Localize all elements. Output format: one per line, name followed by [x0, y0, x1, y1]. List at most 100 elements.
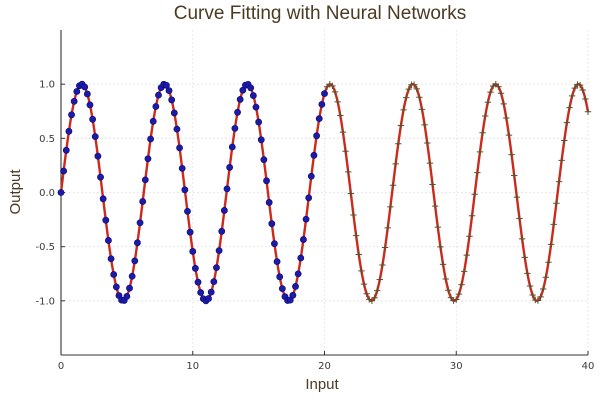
data-point	[128, 272, 136, 280]
data-point	[178, 164, 186, 172]
data-point	[363, 290, 370, 298]
data-point	[60, 167, 68, 175]
data-point	[247, 84, 255, 92]
data-point	[371, 294, 378, 301]
data-point	[260, 156, 268, 164]
data-point	[294, 270, 302, 278]
data-point	[410, 81, 418, 88]
data-point	[453, 296, 460, 303]
data-point	[503, 114, 510, 122]
data-point	[495, 83, 502, 90]
data-point	[97, 173, 104, 181]
data-point	[395, 140, 402, 147]
data-point	[437, 243, 444, 251]
data-point	[392, 160, 399, 168]
grid-layer	[60, 30, 589, 355]
data-point	[213, 264, 220, 272]
data-point	[236, 96, 244, 103]
data-point	[149, 117, 157, 125]
data-point	[518, 235, 526, 243]
data-point	[255, 118, 263, 126]
data-point	[102, 216, 110, 224]
data-point	[289, 291, 297, 299]
data-point	[479, 129, 486, 136]
data-point	[434, 223, 442, 231]
data-point	[471, 191, 478, 198]
data-point	[529, 291, 536, 299]
data-point	[165, 87, 173, 94]
data-point	[302, 215, 310, 223]
ticks-layer: 0 10 20 30 40 -1.0 -0.5 0.0 0.5 1.0	[35, 80, 594, 372]
data-point	[139, 198, 147, 205]
data-point	[463, 251, 470, 259]
y-tick-label: 0.5	[39, 134, 55, 145]
data-point	[584, 108, 592, 115]
data-point	[431, 202, 439, 210]
data-point	[547, 241, 555, 248]
data-point	[334, 98, 341, 106]
x-tick-label: 20	[318, 361, 331, 372]
data-point	[534, 297, 542, 304]
data-point	[402, 94, 410, 101]
data-point	[497, 90, 505, 97]
data-point	[553, 200, 560, 207]
data-point	[460, 268, 468, 275]
data-point	[155, 91, 162, 99]
y-tick-label: -0.5	[35, 242, 55, 253]
data-point	[107, 255, 115, 263]
data-point	[321, 90, 328, 97]
data-point	[170, 109, 178, 117]
data-point	[384, 224, 391, 232]
y-tick-label: 0.0	[39, 188, 55, 199]
data-point	[81, 83, 89, 91]
data-point	[176, 144, 183, 152]
data-point	[215, 247, 223, 255]
data-point	[374, 287, 381, 294]
data-point	[99, 195, 107, 203]
data-point	[579, 86, 586, 94]
data-point	[355, 251, 362, 258]
data-point	[310, 151, 318, 159]
x-tick-label: 0	[58, 361, 64, 372]
data-point	[191, 264, 199, 272]
data-point	[218, 227, 226, 235]
data-point	[186, 228, 194, 236]
chart-title: Curve Fitting with Neural Networks	[174, 3, 466, 24]
data-point	[300, 236, 307, 243]
data-point	[442, 275, 449, 283]
data-point	[379, 261, 386, 269]
data-point	[337, 112, 344, 119]
data-point	[231, 124, 239, 132]
data-point	[220, 207, 228, 214]
data-point	[249, 92, 257, 99]
data-point	[134, 239, 141, 247]
data-point	[476, 148, 484, 156]
data-point	[450, 297, 457, 304]
data-point	[342, 148, 349, 155]
data-point	[131, 257, 139, 265]
data-point	[318, 100, 326, 108]
data-point	[278, 285, 286, 293]
data-point	[350, 211, 357, 219]
y-tick-label: -1.0	[35, 296, 55, 307]
data-point	[329, 82, 336, 90]
data-point	[521, 254, 528, 261]
data-point	[418, 106, 426, 113]
data-point	[228, 143, 236, 151]
data-point	[474, 169, 481, 176]
data-point	[70, 97, 78, 105]
data-point	[112, 283, 120, 291]
data-point	[376, 276, 384, 283]
data-point	[110, 271, 118, 278]
x-tick-label: 10	[186, 361, 199, 372]
data-point	[62, 146, 70, 154]
data-point	[352, 232, 360, 239]
series-layer	[57, 80, 592, 305]
data-point	[545, 259, 552, 266]
data-point	[487, 88, 494, 96]
data-point	[207, 288, 215, 296]
data-point	[366, 296, 373, 303]
data-point	[126, 284, 133, 292]
data-point	[458, 281, 465, 288]
